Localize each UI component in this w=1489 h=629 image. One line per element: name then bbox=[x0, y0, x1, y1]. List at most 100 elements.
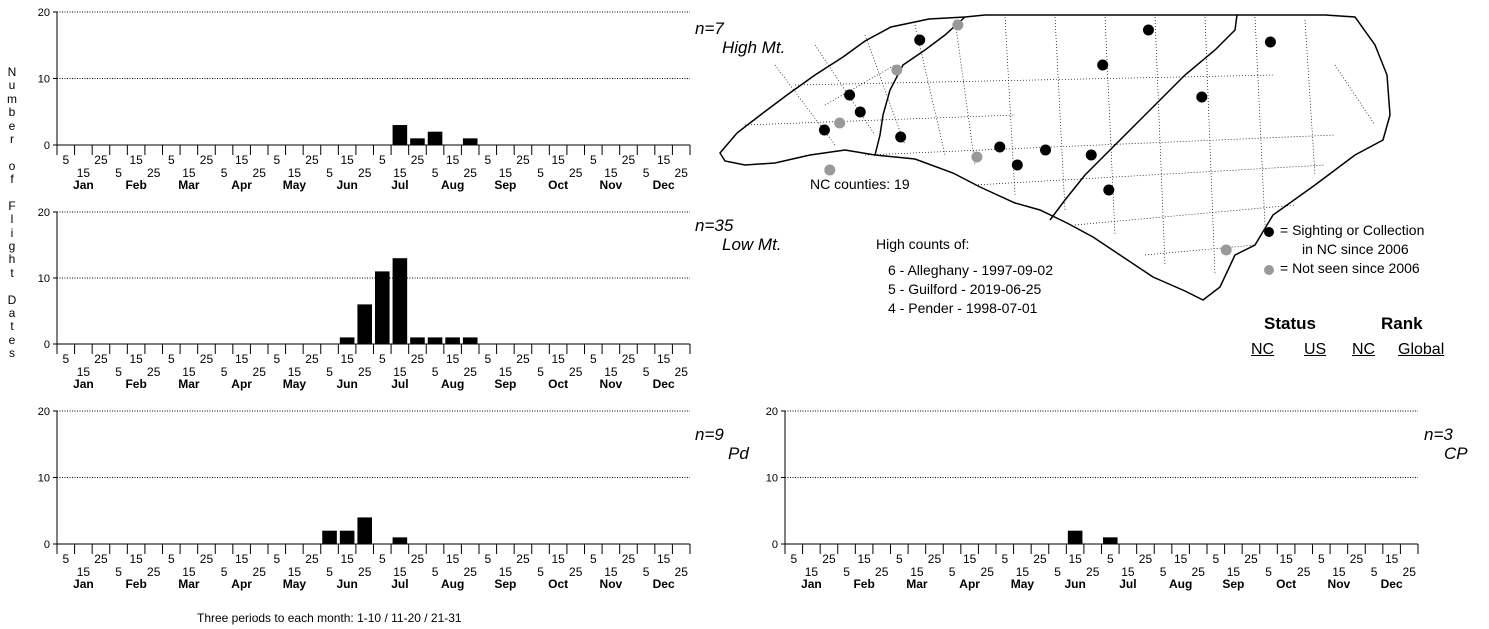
period-label: 25 bbox=[516, 552, 530, 566]
month-label: May bbox=[283, 178, 307, 192]
y-tick-label: 20 bbox=[38, 406, 50, 418]
fall-line-boundary bbox=[1049, 14, 1238, 221]
month-label: Mar bbox=[178, 178, 200, 192]
period-label: 25 bbox=[200, 552, 214, 566]
month-label: Oct bbox=[1276, 577, 1296, 591]
period-label: 15 bbox=[340, 552, 354, 566]
recent-sighting-dot bbox=[818, 124, 830, 136]
rank-heading: Rank bbox=[1381, 314, 1423, 333]
period-label: 5 bbox=[590, 153, 597, 167]
period-label: 5 bbox=[537, 565, 544, 579]
month-label: Dec bbox=[653, 377, 675, 391]
period-label: 5 bbox=[379, 352, 386, 366]
period-label: 25 bbox=[569, 166, 583, 180]
period-label: 5 bbox=[326, 565, 333, 579]
period-label: 25 bbox=[200, 352, 214, 366]
period-label: 25 bbox=[305, 552, 319, 566]
period-label: 25 bbox=[1403, 565, 1417, 579]
period-label: 25 bbox=[516, 352, 530, 366]
county-boundary bbox=[1074, 204, 1296, 226]
period-label: 25 bbox=[675, 166, 689, 180]
period-label: 5 bbox=[432, 365, 439, 379]
month-label: Nov bbox=[600, 377, 623, 391]
month-label: May bbox=[283, 577, 307, 591]
recent-sighting-dot bbox=[844, 89, 856, 101]
month-label: Sep bbox=[494, 178, 516, 192]
period-label: 15 bbox=[393, 565, 407, 579]
pd-n-label: n=9 bbox=[695, 425, 724, 444]
period-label: 15 bbox=[657, 552, 671, 566]
status-us: US bbox=[1304, 341, 1327, 358]
county-boundary bbox=[1204, 16, 1216, 276]
y-tick-label: 10 bbox=[38, 473, 50, 485]
period-label: 5 bbox=[1001, 552, 1008, 566]
period-label: 5 bbox=[590, 552, 597, 566]
old-sighting-dot bbox=[971, 151, 983, 163]
nc-outline bbox=[719, 14, 1391, 301]
period-label: 25 bbox=[1297, 565, 1311, 579]
period-label: 15 bbox=[1121, 565, 1135, 579]
period-label: 15 bbox=[129, 552, 143, 566]
month-label: Sep bbox=[1222, 577, 1244, 591]
period-label: 15 bbox=[604, 365, 618, 379]
period-label: 15 bbox=[1016, 565, 1030, 579]
legend-sighting-label-2: in NC since 2006 bbox=[1302, 241, 1409, 257]
period-label: 5 bbox=[168, 352, 175, 366]
bar bbox=[427, 131, 443, 145]
recent-sighting-dot bbox=[1142, 24, 1154, 36]
bar bbox=[410, 138, 425, 145]
month-label: Jul bbox=[391, 377, 408, 391]
period-label: 5 bbox=[379, 153, 386, 167]
period-label: 25 bbox=[1086, 565, 1100, 579]
period-label: 25 bbox=[822, 552, 836, 566]
period-label: 25 bbox=[147, 565, 161, 579]
period-label: 15 bbox=[1174, 552, 1188, 566]
pd-region-label: Pd bbox=[728, 444, 749, 463]
period-label: 15 bbox=[1227, 565, 1241, 579]
y-tick-label: 0 bbox=[44, 140, 50, 152]
month-label: Mar bbox=[178, 377, 200, 391]
recent-sighting-dot bbox=[1103, 184, 1115, 196]
cp-region-label: CP bbox=[1444, 444, 1468, 463]
y-tick-label: 10 bbox=[38, 273, 50, 285]
month-label: Apr bbox=[959, 577, 980, 591]
bar bbox=[462, 337, 478, 344]
period-label: 5 bbox=[1054, 565, 1061, 579]
old-sighting-dot bbox=[891, 64, 903, 76]
period-label: 25 bbox=[622, 352, 636, 366]
period-label: 5 bbox=[168, 153, 175, 167]
bar bbox=[462, 138, 478, 145]
month-label: Apr bbox=[231, 577, 252, 591]
month-label: Jul bbox=[1119, 577, 1136, 591]
period-label: 5 bbox=[537, 166, 544, 180]
period-label: 15 bbox=[551, 352, 565, 366]
rank-nc: NC bbox=[1352, 341, 1376, 358]
bar bbox=[392, 537, 408, 544]
month-label: Dec bbox=[653, 178, 675, 192]
bar bbox=[410, 337, 425, 344]
period-label: 25 bbox=[94, 352, 108, 366]
month-label: Nov bbox=[600, 577, 623, 591]
period-label: 5 bbox=[590, 352, 597, 366]
period-label: 5 bbox=[949, 565, 956, 579]
high-count-item: 4 - Pender - 1998-07-01 bbox=[888, 300, 1038, 316]
period-label: 5 bbox=[115, 166, 122, 180]
month-label: Dec bbox=[653, 577, 675, 591]
period-label: 5 bbox=[221, 166, 228, 180]
month-label: Jan bbox=[73, 178, 94, 192]
period-label: 5 bbox=[273, 153, 280, 167]
period-label: 15 bbox=[857, 552, 871, 566]
period-label: 25 bbox=[200, 153, 214, 167]
month-label: Sep bbox=[494, 577, 516, 591]
old-sighting-dot bbox=[952, 19, 964, 31]
period-label: 5 bbox=[1265, 565, 1272, 579]
bar bbox=[445, 337, 460, 344]
county-boundary bbox=[864, 134, 1336, 156]
period-label: 25 bbox=[675, 565, 689, 579]
month-label: Aug bbox=[441, 377, 464, 391]
month-label: Jan bbox=[73, 377, 94, 391]
old-sighting-dot bbox=[824, 164, 836, 176]
